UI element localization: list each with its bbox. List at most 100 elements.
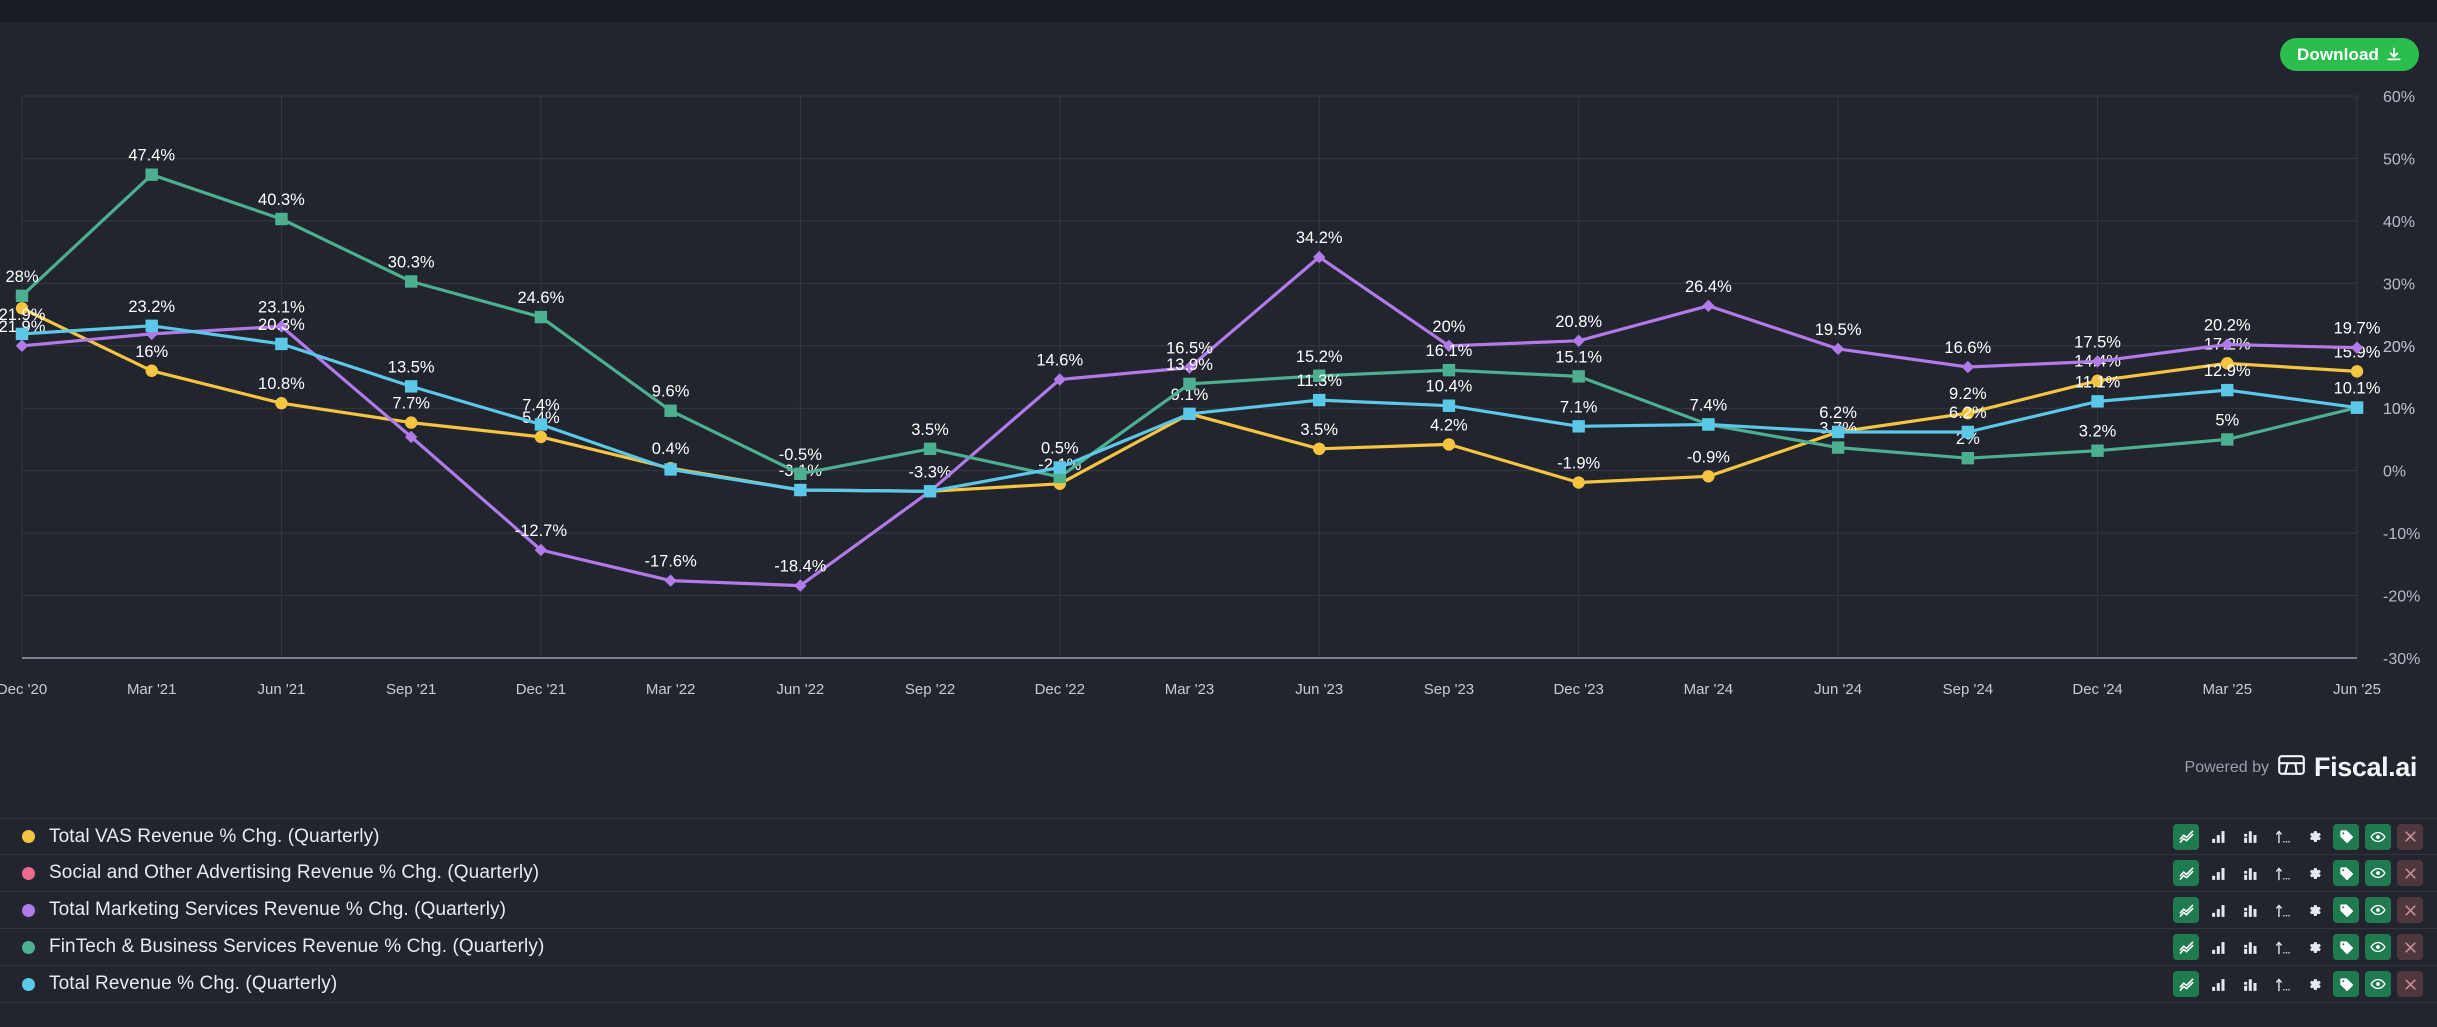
bar-chart-icon[interactable]	[2205, 860, 2231, 886]
bar-chart-icon[interactable]	[2205, 897, 2231, 923]
data-point[interactable]	[1053, 470, 1066, 484]
close-icon[interactable]	[2397, 971, 2423, 997]
line-chart-icon[interactable]	[2173, 897, 2199, 923]
data-point[interactable]	[1313, 369, 1326, 382]
data-point[interactable]	[275, 212, 288, 226]
data-point[interactable]	[1313, 442, 1326, 456]
tag-icon[interactable]	[2333, 823, 2359, 850]
data-point[interactable]	[404, 380, 418, 393]
close-icon[interactable]	[2397, 934, 2423, 960]
data-point[interactable]	[664, 463, 677, 476]
trend-arrow-icon[interactable]	[2269, 934, 2295, 960]
tag-icon[interactable]	[2333, 860, 2359, 886]
close-icon[interactable]	[2397, 897, 2423, 923]
data-point[interactable]	[145, 319, 158, 332]
data-point[interactable]	[1831, 441, 1845, 454]
gear-icon[interactable]	[2301, 860, 2327, 886]
line-chart-icon[interactable]	[2173, 823, 2199, 850]
bar-chart-icon[interactable]	[2205, 824, 2231, 850]
download-button[interactable]: Download	[2279, 38, 2419, 71]
stacked-bar-icon[interactable]	[2237, 897, 2263, 923]
data-point[interactable]	[1961, 407, 1975, 420]
data-point[interactable]	[923, 442, 937, 456]
eye-icon[interactable]	[2365, 860, 2391, 886]
data-point[interactable]	[2221, 338, 2234, 351]
data-point[interactable]	[1961, 425, 1975, 439]
data-point[interactable]	[2091, 355, 2104, 368]
chart-canvas[interactable]: 60% 50% 40% 30% 20% 10% 0% -10% -20% -30% Dec '20 M…	[0, 82, 2437, 722]
data-point[interactable]	[1442, 339, 1456, 352]
gear-icon[interactable]	[2301, 934, 2327, 960]
eye-icon[interactable]	[2365, 897, 2391, 923]
stacked-bar-icon[interactable]	[2237, 824, 2263, 850]
data-point[interactable]	[2350, 401, 2364, 414]
data-point[interactable]	[404, 275, 418, 288]
data-point[interactable]	[1572, 476, 1585, 489]
trend-arrow-icon[interactable]	[2269, 971, 2295, 997]
data-point[interactable]	[1572, 370, 1585, 383]
data-point[interactable]	[2350, 365, 2364, 378]
eye-icon[interactable]	[2365, 823, 2391, 850]
legend-row[interactable]: Total Marketing Services Revenue % Chg. …	[0, 892, 2437, 929]
data-point[interactable]	[15, 339, 29, 352]
data-point[interactable]	[1183, 407, 1196, 421]
gear-icon[interactable]	[2301, 897, 2327, 923]
data-point[interactable]	[2091, 374, 2104, 387]
data-point[interactable]	[145, 364, 158, 377]
data-point[interactable]	[1313, 250, 1326, 264]
legend-row[interactable]: Total VAS Revenue % Chg. (Quarterly)	[0, 818, 2437, 855]
data-point[interactable]	[275, 397, 288, 410]
data-point[interactable]	[664, 404, 677, 417]
data-point[interactable]	[1831, 342, 1845, 356]
data-point[interactable]	[1053, 373, 1066, 386]
data-point[interactable]	[15, 302, 29, 315]
data-point[interactable]	[1442, 438, 1456, 451]
data-point[interactable]	[923, 485, 937, 498]
data-point[interactable]	[1702, 418, 1715, 431]
data-point[interactable]	[1961, 451, 1975, 465]
data-point[interactable]	[2350, 341, 2364, 354]
tag-icon[interactable]	[2333, 934, 2359, 960]
data-point[interactable]	[794, 483, 807, 497]
data-point[interactable]	[534, 310, 548, 324]
close-icon[interactable]	[2397, 823, 2423, 850]
gear-icon[interactable]	[2301, 971, 2327, 997]
data-point[interactable]	[15, 327, 29, 341]
bar-chart-icon[interactable]	[2205, 934, 2231, 960]
data-point[interactable]	[1831, 425, 1845, 439]
data-point[interactable]	[1702, 470, 1715, 483]
data-point[interactable]	[2221, 383, 2234, 397]
tag-icon[interactable]	[2333, 897, 2359, 923]
data-point[interactable]	[534, 430, 548, 444]
line-chart-icon[interactable]	[2173, 971, 2199, 997]
line-chart[interactable]: 60% 50% 40% 30% 20% 10% 0% -10% -20% -30% Dec '20 M…	[0, 82, 2437, 722]
data-point[interactable]	[1572, 420, 1585, 433]
data-point[interactable]	[2091, 395, 2104, 408]
data-point[interactable]	[1442, 399, 1456, 412]
data-point[interactable]	[1183, 361, 1196, 374]
close-icon[interactable]	[2397, 860, 2423, 886]
data-point[interactable]	[1702, 299, 1715, 313]
eye-icon[interactable]	[2365, 934, 2391, 960]
data-point[interactable]	[664, 574, 677, 587]
data-point[interactable]	[1183, 377, 1196, 391]
eye-icon[interactable]	[2365, 971, 2391, 997]
gear-icon[interactable]	[2301, 824, 2327, 850]
data-point[interactable]	[2091, 444, 2104, 457]
line-chart-icon[interactable]	[2173, 860, 2199, 886]
trend-arrow-icon[interactable]	[2269, 824, 2295, 850]
data-point[interactable]	[2221, 357, 2234, 370]
data-point[interactable]	[404, 416, 418, 429]
data-point[interactable]	[404, 430, 418, 444]
legend-row[interactable]: Total Revenue % Chg. (Quarterly)	[0, 966, 2437, 1003]
series-4[interactable]: 21.9% 23.2% 20.3% 13.5% 7.4% 0.5% 11.3% 10.4% 7.…	[0, 298, 2364, 498]
data-point[interactable]	[794, 579, 807, 592]
data-point[interactable]	[2221, 433, 2234, 446]
data-point[interactable]	[15, 289, 29, 303]
series-0[interactable]: 16%10.8%7.7%5.4%0.4%-3.1%-3.3%-2.1%9.1%3…	[15, 302, 2381, 498]
trend-arrow-icon[interactable]	[2269, 860, 2295, 886]
trend-arrow-icon[interactable]	[2269, 897, 2295, 923]
data-point[interactable]	[1572, 334, 1585, 347]
data-point[interactable]	[275, 337, 288, 351]
data-point[interactable]	[534, 418, 548, 431]
